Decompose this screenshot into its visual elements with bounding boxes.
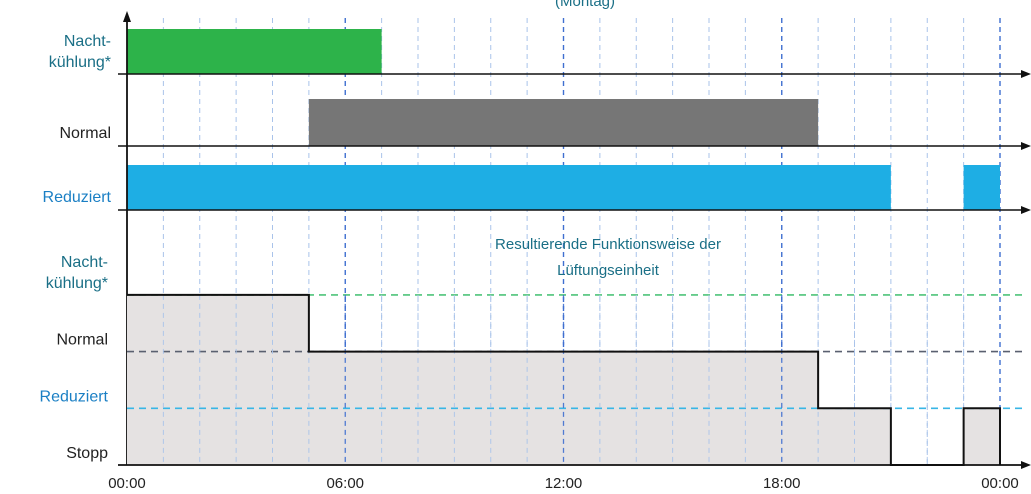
result-title: Lüftungseinheit <box>557 262 660 279</box>
level-label: kühlung* <box>46 275 108 292</box>
result-step-line <box>127 293 1001 466</box>
schedule-bar <box>308 99 819 146</box>
x-tick-label: 06:00 <box>326 475 364 492</box>
level-label: Reduziert <box>40 388 109 405</box>
axis-arrow <box>1021 70 1031 78</box>
schedule-bar <box>963 165 1000 210</box>
schedule-label: kühlung* <box>49 54 111 71</box>
schedule-bar <box>127 29 382 74</box>
schedule-bar <box>127 165 891 210</box>
axis-arrow <box>1021 142 1031 150</box>
schedule-label: Normal <box>59 125 111 142</box>
level-label: Normal <box>56 332 108 349</box>
x-axis-arrow <box>1021 461 1031 469</box>
result-title: Resultierende Funktionsweise der <box>495 236 721 253</box>
x-tick-label: 00:00 <box>108 475 146 492</box>
x-tick-label: 00:00 <box>981 475 1019 492</box>
level-label: Stopp <box>66 445 108 462</box>
schedule-label: Reduziert <box>43 189 112 206</box>
level-label: Nacht- <box>61 254 108 271</box>
x-tick-label: 12:00 <box>545 475 583 492</box>
chart-title-partial: (Montag) <box>555 0 615 10</box>
axis-arrow <box>1021 206 1031 214</box>
x-tick-label: 18:00 <box>763 475 801 492</box>
schedule-label: Nacht- <box>64 33 111 50</box>
y-axis-arrow <box>123 11 131 22</box>
